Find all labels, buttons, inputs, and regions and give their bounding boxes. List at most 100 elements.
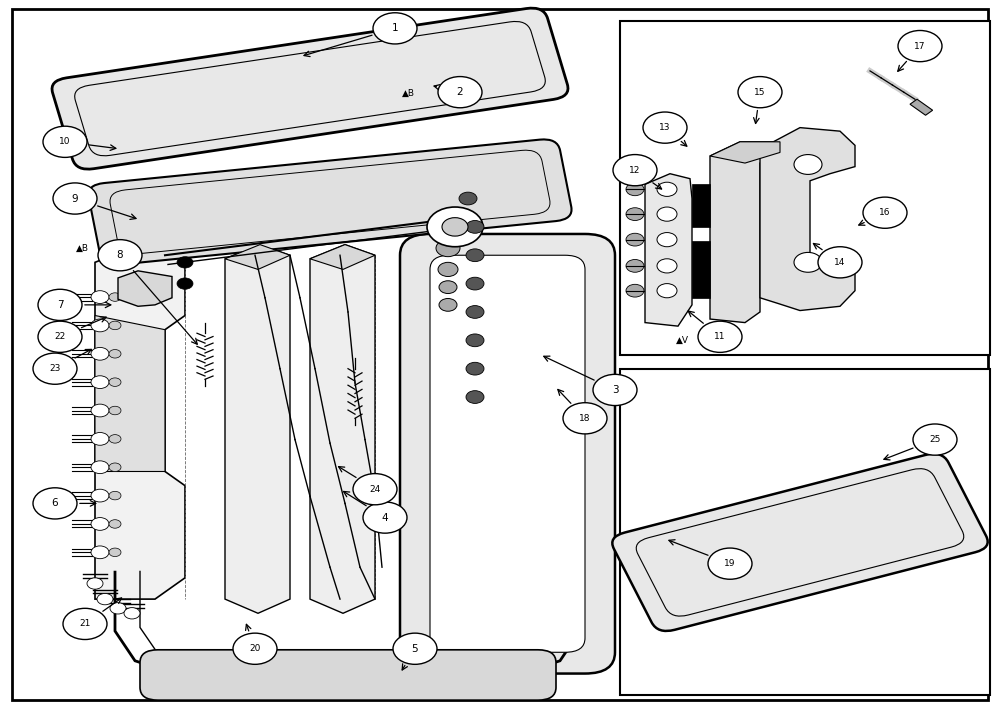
Text: 3: 3 xyxy=(612,385,618,395)
FancyBboxPatch shape xyxy=(430,255,585,652)
Circle shape xyxy=(109,463,121,471)
FancyBboxPatch shape xyxy=(88,140,572,264)
Circle shape xyxy=(109,548,121,557)
Circle shape xyxy=(708,548,752,579)
Circle shape xyxy=(626,284,644,297)
Circle shape xyxy=(438,262,458,277)
Text: 11: 11 xyxy=(714,333,726,341)
Circle shape xyxy=(91,404,109,417)
Text: 2: 2 xyxy=(457,87,463,97)
Text: ▲B: ▲B xyxy=(76,244,88,252)
Circle shape xyxy=(91,518,109,530)
FancyBboxPatch shape xyxy=(612,454,988,631)
Circle shape xyxy=(109,350,121,358)
Circle shape xyxy=(626,208,644,220)
Circle shape xyxy=(563,403,607,434)
Text: 21: 21 xyxy=(79,620,91,628)
Text: 15: 15 xyxy=(754,88,766,96)
Circle shape xyxy=(698,321,742,352)
Polygon shape xyxy=(645,174,692,326)
Circle shape xyxy=(177,257,193,268)
Circle shape xyxy=(436,240,460,257)
Circle shape xyxy=(593,374,637,406)
Circle shape xyxy=(657,284,677,298)
Circle shape xyxy=(363,502,407,533)
Bar xyxy=(620,369,990,695)
FancyBboxPatch shape xyxy=(52,8,568,169)
Polygon shape xyxy=(710,142,780,323)
Circle shape xyxy=(794,155,822,174)
Text: 14: 14 xyxy=(834,258,846,267)
Circle shape xyxy=(438,77,482,108)
Circle shape xyxy=(657,182,677,196)
Circle shape xyxy=(459,192,477,205)
Circle shape xyxy=(393,633,437,664)
Circle shape xyxy=(863,197,907,228)
Circle shape xyxy=(33,353,77,384)
Text: 1: 1 xyxy=(392,23,398,33)
Circle shape xyxy=(91,319,109,332)
Text: 16: 16 xyxy=(879,208,891,217)
FancyBboxPatch shape xyxy=(400,234,615,674)
Polygon shape xyxy=(140,238,175,252)
Polygon shape xyxy=(225,245,290,269)
Circle shape xyxy=(91,376,109,389)
FancyBboxPatch shape xyxy=(140,649,556,700)
Text: 13: 13 xyxy=(659,123,671,132)
Circle shape xyxy=(91,432,109,445)
Circle shape xyxy=(657,207,677,221)
Polygon shape xyxy=(118,271,172,306)
Circle shape xyxy=(109,520,121,528)
Polygon shape xyxy=(310,245,375,613)
Circle shape xyxy=(466,277,484,290)
Circle shape xyxy=(466,334,484,347)
Polygon shape xyxy=(710,142,780,163)
Bar xyxy=(910,99,933,116)
Circle shape xyxy=(110,603,126,614)
Text: 4: 4 xyxy=(382,513,388,523)
Circle shape xyxy=(657,233,677,247)
Circle shape xyxy=(466,220,484,233)
Text: 12: 12 xyxy=(629,166,641,174)
Circle shape xyxy=(373,13,417,44)
Circle shape xyxy=(109,491,121,500)
Circle shape xyxy=(91,489,109,502)
Text: 9: 9 xyxy=(72,194,78,203)
Circle shape xyxy=(626,259,644,272)
Text: 24: 24 xyxy=(369,485,381,493)
Circle shape xyxy=(657,259,677,273)
Circle shape xyxy=(38,289,82,320)
Polygon shape xyxy=(760,128,855,311)
Text: 7: 7 xyxy=(57,300,63,310)
Circle shape xyxy=(98,240,142,271)
Circle shape xyxy=(738,77,782,108)
Circle shape xyxy=(613,155,657,186)
Bar xyxy=(692,184,710,227)
Circle shape xyxy=(643,112,687,143)
Circle shape xyxy=(33,488,77,519)
Circle shape xyxy=(97,593,113,605)
Circle shape xyxy=(233,633,277,664)
Polygon shape xyxy=(95,245,185,599)
Text: 25: 25 xyxy=(929,435,941,444)
Circle shape xyxy=(466,391,484,403)
Circle shape xyxy=(109,321,121,330)
Circle shape xyxy=(466,306,484,318)
Circle shape xyxy=(109,378,121,386)
Bar xyxy=(620,21,990,354)
Circle shape xyxy=(626,183,644,196)
Text: 18: 18 xyxy=(579,414,591,423)
Text: 20: 20 xyxy=(249,644,261,653)
Circle shape xyxy=(818,247,862,278)
Circle shape xyxy=(427,207,483,247)
Polygon shape xyxy=(225,245,290,613)
Circle shape xyxy=(177,278,193,289)
Circle shape xyxy=(91,546,109,559)
Text: 10: 10 xyxy=(59,138,71,146)
Text: 8: 8 xyxy=(117,250,123,260)
Polygon shape xyxy=(95,316,165,471)
Circle shape xyxy=(63,608,107,640)
Circle shape xyxy=(353,474,397,505)
Text: 22: 22 xyxy=(54,333,66,341)
Text: 6: 6 xyxy=(52,498,58,508)
